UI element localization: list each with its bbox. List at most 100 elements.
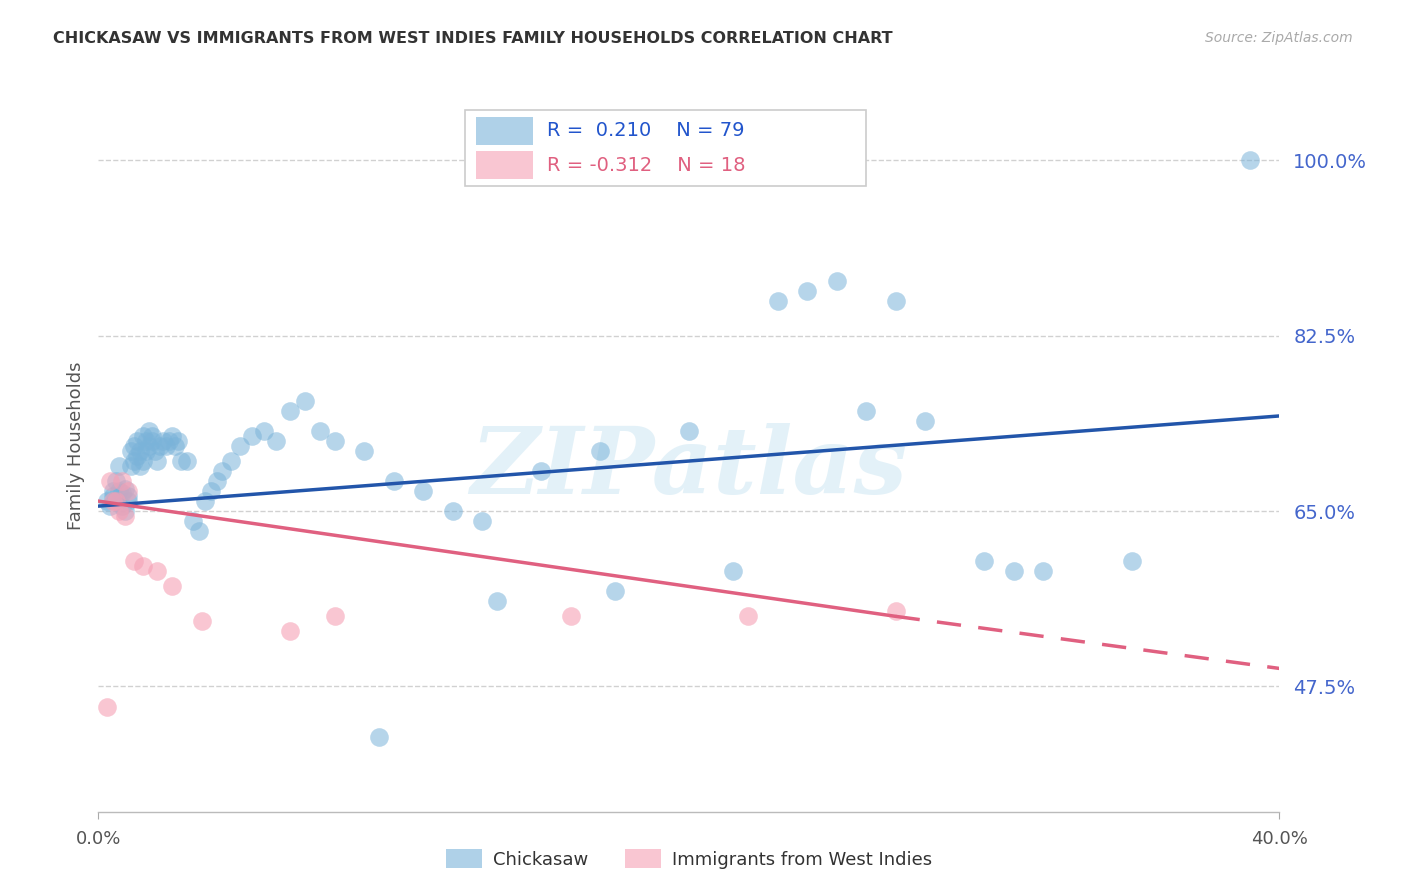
Point bbox=[114, 509, 136, 524]
Point bbox=[138, 439, 160, 453]
Point bbox=[560, 609, 582, 624]
Point bbox=[120, 458, 142, 473]
Point bbox=[155, 439, 177, 453]
Point bbox=[323, 609, 346, 624]
Point bbox=[138, 424, 160, 438]
Point bbox=[737, 609, 759, 624]
Point bbox=[280, 624, 302, 639]
Text: R =  0.210    N = 79: R = 0.210 N = 79 bbox=[547, 121, 745, 140]
Point bbox=[122, 454, 145, 468]
Point bbox=[353, 444, 375, 458]
Point bbox=[141, 434, 163, 448]
Point bbox=[146, 564, 169, 578]
Point bbox=[1239, 153, 1261, 168]
Point bbox=[181, 514, 204, 528]
Point bbox=[128, 458, 150, 473]
Point bbox=[103, 489, 125, 503]
Point bbox=[368, 730, 391, 744]
Point bbox=[309, 424, 332, 438]
Point bbox=[530, 464, 553, 478]
Point bbox=[280, 404, 302, 418]
Point bbox=[264, 434, 287, 448]
Point bbox=[1032, 564, 1054, 578]
Point bbox=[132, 559, 155, 574]
Legend: Chickasaw, Immigrants from West Indies: Chickasaw, Immigrants from West Indies bbox=[439, 842, 939, 876]
Point bbox=[382, 474, 405, 488]
FancyBboxPatch shape bbox=[477, 152, 533, 179]
Point bbox=[135, 434, 157, 448]
Point bbox=[678, 424, 700, 438]
Point bbox=[323, 434, 346, 448]
Point bbox=[125, 449, 148, 463]
Point bbox=[108, 458, 131, 473]
Point bbox=[884, 604, 907, 618]
Point bbox=[973, 554, 995, 568]
Text: CHICKASAW VS IMMIGRANTS FROM WEST INDIES FAMILY HOUSEHOLDS CORRELATION CHART: CHICKASAW VS IMMIGRANTS FROM WEST INDIES… bbox=[53, 31, 893, 46]
Point bbox=[884, 293, 907, 308]
Point bbox=[825, 274, 848, 288]
Point bbox=[96, 494, 118, 508]
Point bbox=[157, 434, 180, 448]
Point bbox=[194, 494, 217, 508]
Point bbox=[146, 454, 169, 468]
Point bbox=[108, 504, 131, 518]
Point bbox=[105, 474, 128, 488]
Point bbox=[412, 484, 434, 499]
Point bbox=[167, 434, 190, 448]
Point bbox=[162, 429, 183, 443]
Point bbox=[120, 444, 142, 458]
Point bbox=[132, 454, 155, 468]
Point bbox=[117, 489, 139, 503]
Point bbox=[114, 504, 136, 518]
Point bbox=[117, 484, 139, 499]
Text: R = -0.312    N = 18: R = -0.312 N = 18 bbox=[547, 155, 745, 175]
Text: Source: ZipAtlas.com: Source: ZipAtlas.com bbox=[1205, 31, 1353, 45]
Point bbox=[1121, 554, 1143, 568]
Point bbox=[191, 615, 214, 629]
FancyBboxPatch shape bbox=[477, 117, 533, 145]
Point bbox=[441, 504, 464, 518]
Point bbox=[1002, 564, 1025, 578]
Point bbox=[117, 494, 139, 508]
Point bbox=[111, 486, 134, 500]
Point bbox=[125, 434, 148, 448]
Point bbox=[486, 594, 509, 608]
Point bbox=[111, 499, 134, 513]
Text: ZIPatlas: ZIPatlas bbox=[471, 423, 907, 513]
Point bbox=[200, 484, 222, 499]
Point bbox=[111, 474, 134, 488]
Point bbox=[128, 444, 150, 458]
Point bbox=[187, 524, 209, 538]
Point bbox=[96, 699, 118, 714]
Point bbox=[723, 564, 745, 578]
Point bbox=[796, 284, 818, 298]
Point bbox=[221, 454, 243, 468]
Point bbox=[135, 444, 157, 458]
Point bbox=[253, 424, 276, 438]
Point bbox=[176, 454, 198, 468]
Point bbox=[105, 494, 128, 508]
Point bbox=[162, 579, 183, 593]
Point bbox=[766, 293, 789, 308]
Point bbox=[240, 429, 263, 443]
Point bbox=[103, 494, 125, 508]
Point bbox=[143, 444, 166, 458]
Point bbox=[103, 484, 125, 499]
Point bbox=[108, 484, 131, 499]
Point bbox=[211, 464, 233, 478]
Point bbox=[589, 444, 612, 458]
Point bbox=[132, 429, 155, 443]
Point bbox=[165, 439, 187, 453]
Point bbox=[914, 414, 936, 428]
Point bbox=[471, 514, 494, 528]
FancyBboxPatch shape bbox=[464, 110, 866, 186]
Point bbox=[170, 454, 193, 468]
Point bbox=[855, 404, 877, 418]
Point bbox=[605, 584, 627, 599]
Point bbox=[149, 439, 172, 453]
Point bbox=[122, 439, 145, 453]
Point bbox=[152, 434, 174, 448]
Point bbox=[105, 494, 128, 508]
Y-axis label: Family Households: Family Households bbox=[66, 362, 84, 530]
Point bbox=[141, 429, 163, 443]
